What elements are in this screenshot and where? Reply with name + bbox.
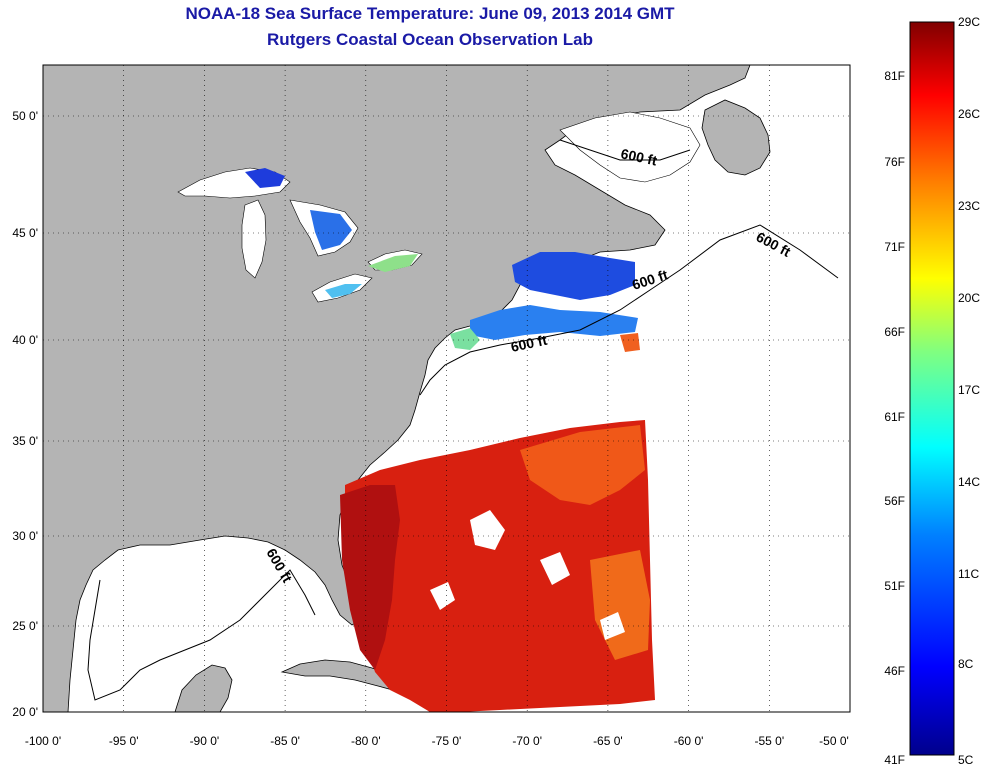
colorbar-label-f: 56F [884, 494, 905, 508]
sst-slope-warm [620, 333, 640, 352]
colorbar-label-c: 17C [958, 383, 980, 397]
x-axis: -100 0' -95 0' -90 0' -85 0' -80 0' -75 … [25, 734, 849, 748]
colorbar-label-c: 11C [958, 567, 979, 581]
gulf-st-lawrence [559, 111, 701, 183]
x-tick-label: -60 0' [674, 734, 704, 748]
contour-label-4: 600 ft [509, 332, 548, 355]
sst-cloud-gaps [430, 510, 625, 640]
colorbar-label-c: 14C [958, 475, 980, 489]
contour-label-1: 600 ft [619, 145, 658, 168]
x-tick-label: -75 0' [432, 734, 462, 748]
contour-600ft-north [559, 139, 691, 161]
sst-hot-core [340, 485, 400, 670]
land-newfoundland [701, 99, 771, 176]
sst-gulf-maine [512, 252, 635, 300]
sst-orange-band [520, 425, 645, 505]
contour-600ft-gulf [87, 569, 316, 701]
map-frame [42, 64, 851, 713]
y-tick-label: 50 0' [12, 109, 38, 123]
colorbar-label-f: 66F [884, 325, 905, 339]
land-yucatan [174, 664, 233, 712]
sst-shelf-warm [450, 328, 480, 350]
colorbar-label-f: 51F [884, 579, 905, 593]
colorbar-label-c: 5C [958, 753, 974, 767]
x-tick-label: -70 0' [512, 734, 542, 748]
x-tick-label: -100 0' [25, 734, 61, 748]
sst-lake-erie [368, 254, 418, 272]
x-tick-label: -50 0' [819, 734, 849, 748]
y-tick-label: 25 0' [12, 619, 38, 633]
colorbar-label-c: 26C [958, 107, 980, 121]
colorbar-label-f: 46F [884, 664, 905, 678]
sst-lake-huron [310, 210, 352, 250]
map-subtitle: Rutgers Coastal Ocean Observation Lab [267, 30, 593, 49]
colorbar-label-c: 29C [958, 15, 980, 29]
y-tick-label: 40 0' [12, 333, 38, 347]
contour-600ft-east [419, 224, 839, 396]
colorbar-label-c: 8C [958, 657, 974, 671]
colorbar-label-f: 71F [884, 240, 905, 254]
y-tick-label: 30 0' [12, 529, 38, 543]
y-tick-label: 45 0' [12, 226, 38, 240]
map-title: NOAA-18 Sea Surface Temperature: June 09… [185, 4, 675, 23]
colorbar-celsius-labels: 29C 26C 23C 20C 17C 14C 11C 8C 5C [958, 15, 980, 767]
x-tick-label: -90 0' [190, 734, 220, 748]
lake-michigan [241, 199, 267, 279]
x-tick-label: -85 0' [270, 734, 300, 748]
colorbar [909, 21, 955, 756]
sst-cold-superior [245, 168, 285, 188]
y-axis: 50 0' 45 0' 40 0' 35 0' 30 0' 25 0' 20 0… [12, 109, 38, 719]
sst-georges-bank [470, 305, 638, 340]
x-tick-label: -95 0' [109, 734, 139, 748]
x-tick-label: -65 0' [593, 734, 623, 748]
x-tick-label: -55 0' [754, 734, 784, 748]
y-tick-label: 20 0' [12, 705, 38, 719]
colorbar-label-c: 20C [958, 291, 980, 305]
x-tick-label: -80 0' [351, 734, 381, 748]
colorbar-label-f: 61F [884, 410, 905, 424]
colorbar-label-f: 41F [884, 753, 905, 767]
land-north-america [43, 65, 751, 712]
colorbar-label-f: 76F [884, 155, 905, 169]
colorbar-label-f: 81F [884, 69, 905, 83]
y-tick-label: 35 0' [12, 434, 38, 448]
sst-lake-michigan [325, 284, 362, 298]
colorbar-fahrenheit-labels: 81F 76F 71F 66F 61F 56F 51F 46F 41F [884, 69, 905, 767]
colorbar-label-c: 23C [958, 199, 980, 213]
